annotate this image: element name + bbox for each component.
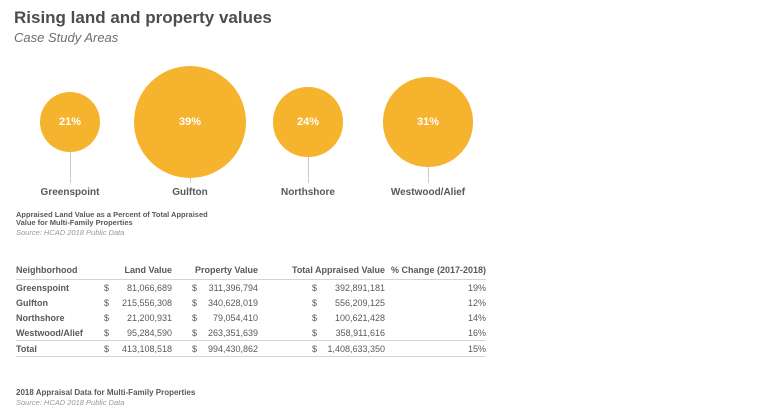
header-pct-change: % Change (2017-2018) [385,262,487,280]
footer-source: Source: HCAD 2018 Public Data [16,398,125,407]
currency-symbol: $ [104,340,122,357]
cell-total-value: 358,911,616 [335,327,386,338]
cell-total-value: 392,891,181 [334,282,386,293]
bubble-label-northshore: Northshore [281,187,335,198]
currency-symbol: $ [172,340,199,357]
bubble-northshore: 24% [273,87,343,157]
currency-symbol: $ [312,282,318,293]
bubble-leader-line-gulfton [190,178,191,183]
bubble-greenspoint: 21% [39,91,101,153]
cell-land-value: 21,200,931 [126,312,173,323]
cell-property-value: 79,054,410 [212,312,259,323]
table-row-greenspoint: Greenspoint $ 81,066,689 $ 311,396,794 $… [16,280,486,296]
header-total-appraised-value: Total Appraised Value [258,262,386,280]
cell-total-value: 1,408,633,350 [318,340,386,357]
cell-property-value: 263,351,639 [207,327,259,338]
table-row-total: Total $ 413,108,518 $ 994,430,862 $ 1,40… [16,340,487,357]
cell-total-value: 100,621,428 [334,312,386,323]
cell-name: Westwood/Alief [16,327,83,338]
chart-caption: Appraised Land Value as a Percent of Tot… [16,210,228,238]
table-header-row: Neighborhood Land Value Property Value T… [16,262,487,280]
currency-symbol: $ [104,327,110,338]
cell-pct-change: 19% [468,282,487,293]
cell-pct-change: 16% [468,327,487,338]
currency-symbol: $ [104,297,110,308]
cell-name: Northshore [16,312,65,323]
currency-symbol: $ [312,297,318,308]
currency-symbol: $ [258,340,319,357]
currency-symbol: $ [192,327,198,338]
header-property-value: Property Value [172,262,259,280]
chart-note: Appraised Land Value as a Percent of Tot… [16,210,208,227]
currency-symbol: $ [192,312,198,323]
bubble-label-greenspoint: Greenspoint [40,187,100,198]
bubble-gulfton: 39% [133,65,247,179]
bubble-label-gulfton: Gulfton [172,187,208,198]
cell-total-value: 556,209,125 [334,297,386,308]
cell-land-value: 413,108,518 [122,340,172,357]
report-header: Rising land and property values Case Stu… [14,8,272,45]
currency-symbol: $ [104,312,110,323]
cell-name: Greenspoint [16,282,70,293]
cell-property-value: 994,430,862 [198,340,259,357]
cell-property-value: 340,628,019 [207,297,259,308]
cell-land-value: 81,066,689 [126,282,173,293]
cell-pct-change: 14% [468,312,487,323]
report-footer: 2018 Appraisal Data for Multi-Family Pro… [16,388,195,407]
cell-land-value: 95,284,590 [126,327,173,338]
cell-land-value: 215,556,308 [122,297,173,308]
table-row-northshore: Northshore $ 21,200,931 $ 79,054,410 $ 1… [16,310,486,325]
currency-symbol: $ [104,282,110,293]
cell-name: Total [16,340,104,357]
cell-name: Gulfton [16,297,48,308]
chart-source: Source: HCAD 2018 Public Data [16,228,125,237]
footer-title: 2018 Appraisal Data for Multi-Family Pro… [16,388,196,397]
bubble-westwood-alief: 31% [383,77,473,167]
cell-pct-change: 12% [468,297,487,308]
table-row-gulfton: Gulfton $ 215,556,308 $ 340,628,019 $ 55… [16,295,486,310]
cell-property-value: 311,396,794 [208,282,259,293]
table-row-westwood-alief: Westwood/Alief $ 95,284,590 $ 263,351,63… [16,325,486,341]
bubble-label-westwood-alief: Westwood/Alief [390,187,466,198]
appraisal-table: Neighborhood Land Value Property Value T… [16,262,487,357]
bubble-leader-line-greenspoint [70,152,71,183]
cell-pct-change: 15% [385,340,487,357]
header-land-value: Land Value [104,262,173,280]
currency-symbol: $ [312,312,318,323]
currency-symbol: $ [192,282,198,293]
bubble-leader-line-westwood-alief [428,166,429,183]
currency-symbol: $ [312,327,318,338]
page-subtitle: Case Study Areas [14,30,119,45]
appraisal-table-wrap: Neighborhood Land Value Property Value T… [16,262,487,357]
bubble-leader-line-northshore [308,156,309,183]
currency-symbol: $ [192,297,198,308]
page-title: Rising land and property values [14,8,272,27]
header-neighborhood: Neighborhood [16,262,104,280]
bubble-chart: 21% Greenspoint 39% Gulfton 24% Northshore 31%… [39,65,473,198]
